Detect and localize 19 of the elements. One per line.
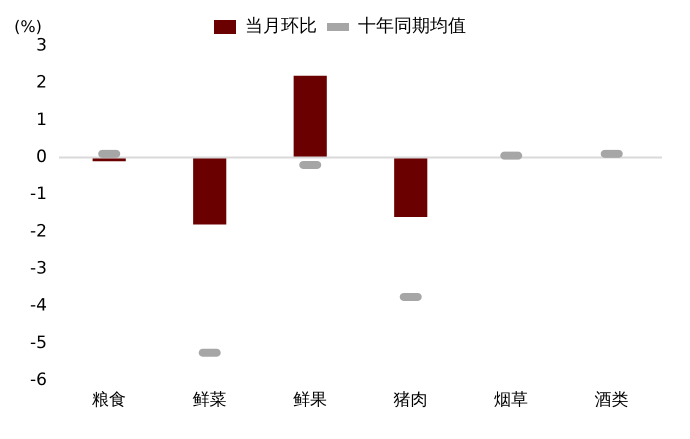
y-tick-label: -4 bbox=[30, 296, 47, 316]
x-tick-label: 烟草 bbox=[494, 390, 528, 410]
y-tick-label: -2 bbox=[30, 221, 47, 242]
x-tick-label: 粮食 bbox=[92, 390, 126, 410]
y-tick-label: 1 bbox=[36, 110, 47, 130]
x-tick-label: 猪肉 bbox=[394, 390, 428, 410]
y-tick-label: -1 bbox=[30, 184, 47, 204]
legend-label: 十年同期均值 bbox=[358, 16, 466, 37]
y-tick-label: -6 bbox=[30, 370, 47, 390]
legend-label: 当月环比 bbox=[245, 16, 317, 37]
y-tick-label: 0 bbox=[36, 146, 47, 167]
x-tick-label: 鲜果 bbox=[293, 390, 328, 410]
x-tick-label: 鲜菜 bbox=[192, 390, 227, 410]
y-tick-label: -3 bbox=[30, 258, 47, 278]
y-axis-title: (%) bbox=[14, 17, 42, 36]
y-tick-label: 3 bbox=[36, 35, 47, 56]
y-tick-label: -5 bbox=[30, 332, 47, 353]
x-tick-label: 酒类 bbox=[594, 390, 629, 410]
y-tick-label: 2 bbox=[36, 72, 47, 93]
